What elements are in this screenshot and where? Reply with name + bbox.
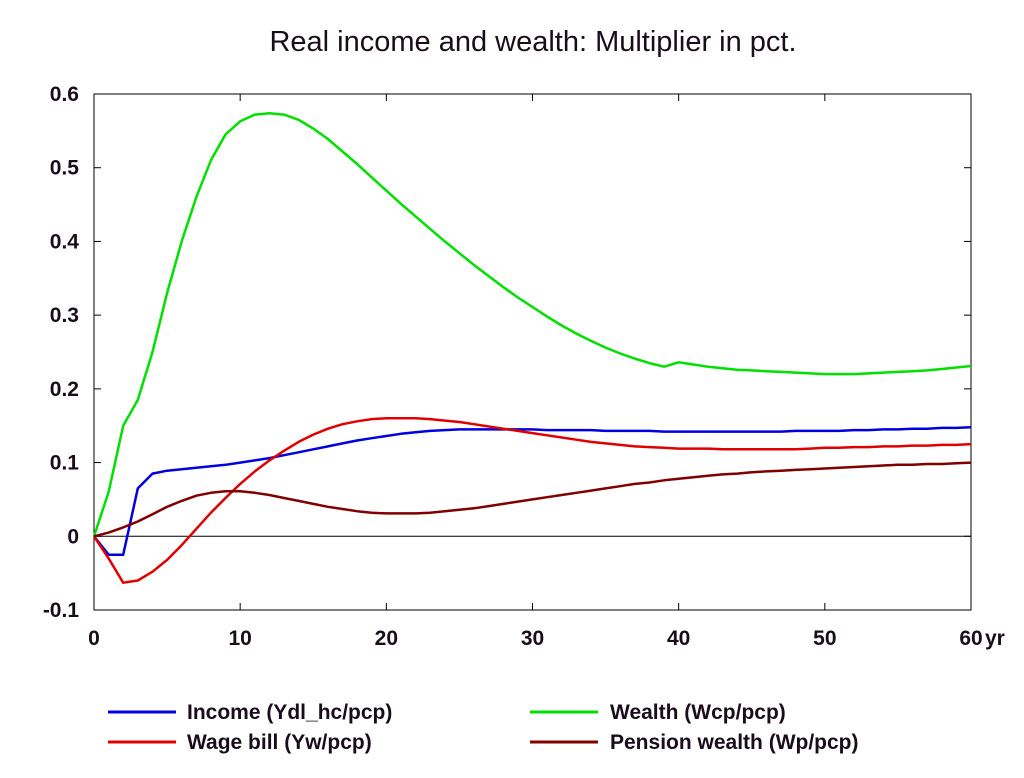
- y-axis: -0.1 0 0.1 0.2 0.3 0.4 0.5 0.6: [43, 83, 971, 622]
- series-line-2: [92, 417, 972, 584]
- legend: Income (Ydl_hc/pcp) Wealth (Wcp/pcp) Wage …: [108, 701, 859, 754]
- legend-label-0: Income (Ydl_hc/pcp): [187, 701, 392, 724]
- x-tick-label: 60: [959, 627, 982, 650]
- y-tick-label: -0.1: [43, 599, 80, 622]
- x-tick-label: 30: [521, 627, 544, 650]
- x-tick-label: 10: [228, 627, 251, 650]
- y-tick-label: 0.2: [50, 378, 79, 401]
- series-line-0: [93, 425, 972, 556]
- x-tick-label: 40: [667, 627, 690, 650]
- chart-title: Real income and wealth: Multiplier in pc…: [269, 26, 796, 58]
- y-tick-label: 0.3: [50, 304, 79, 327]
- series-line-1: [92, 111, 972, 537]
- y-tick-label: 0.1: [50, 452, 80, 475]
- plot-area: [93, 93, 972, 611]
- x-unit-label: yr: [985, 627, 1005, 650]
- legend-label-2: Wage bill (Yw/pcp): [187, 731, 372, 754]
- x-tick-label: 50: [813, 627, 836, 650]
- series-line-3: [93, 461, 972, 538]
- x-tick-label: 0: [88, 627, 100, 650]
- legend-label-3: Pension wealth (Wp/pcp): [610, 731, 859, 754]
- x-tick-label: 20: [375, 627, 398, 650]
- y-tick-label: 0.4: [50, 230, 80, 253]
- series-lines: [92, 111, 972, 584]
- y-tick-label: 0: [67, 525, 79, 548]
- y-tick-label: 0.6: [50, 83, 79, 106]
- x-axis: 0 10 20 30 40 50 60 yr: [88, 94, 1005, 650]
- legend-label-1: Wealth (Wcp/pcp): [610, 701, 786, 724]
- y-tick-label: 0.5: [50, 157, 80, 180]
